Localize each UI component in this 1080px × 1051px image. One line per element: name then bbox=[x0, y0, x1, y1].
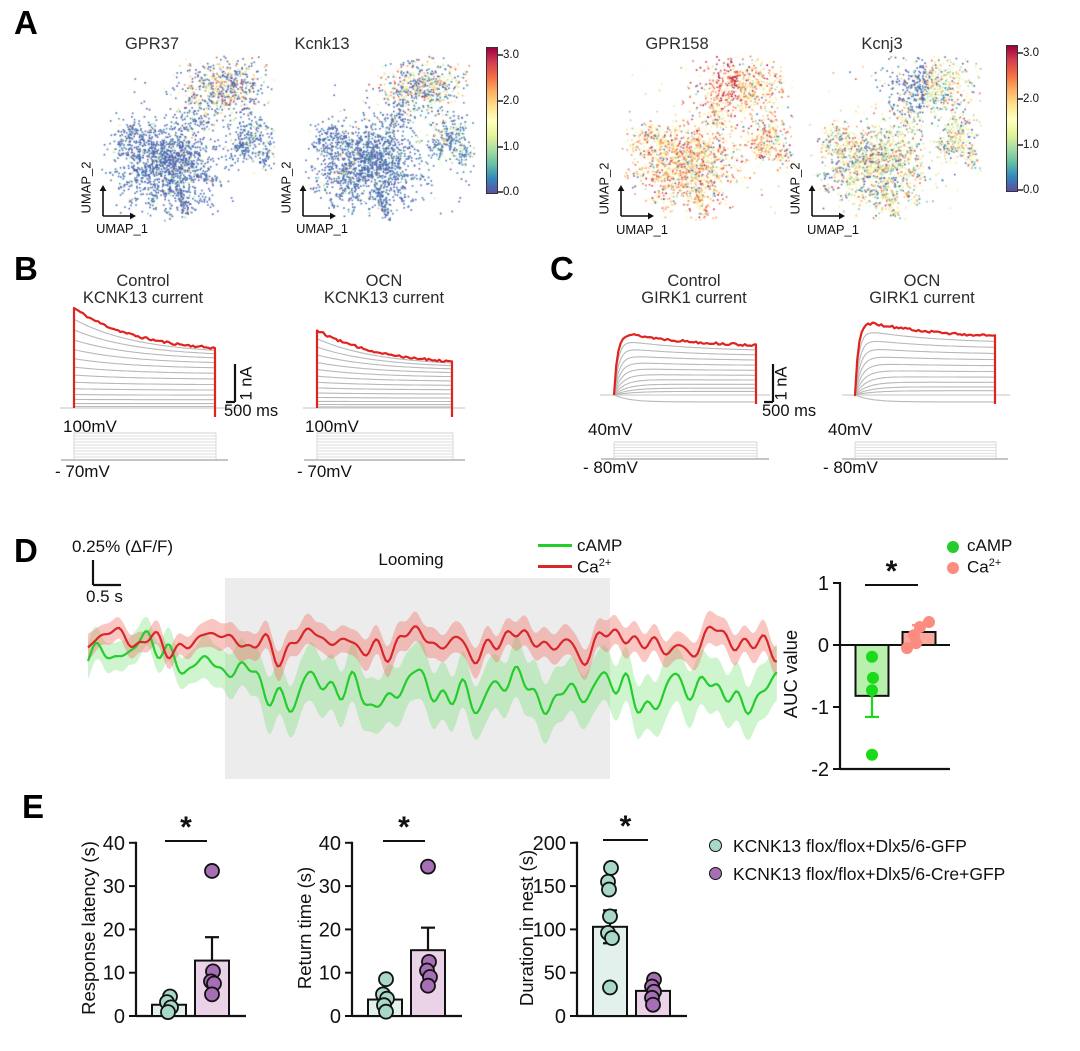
gfp-group-dot bbox=[709, 839, 722, 852]
panel-label-e: E bbox=[22, 788, 45, 825]
colorbar-tick: 1.0 bbox=[503, 141, 519, 153]
umap2-axis-label: UMAP_2 bbox=[278, 161, 294, 214]
looming-label: Looming bbox=[378, 550, 444, 569]
svg-text:*: * bbox=[180, 811, 192, 844]
svg-text:-2: -2 bbox=[811, 759, 829, 781]
umap-title-kcnk13: Kcnk13 bbox=[294, 35, 350, 53]
svg-text:-1: -1 bbox=[811, 697, 829, 719]
scalebar-time-label: 500 ms bbox=[224, 402, 279, 420]
auc-ylabel: AUC value bbox=[780, 629, 801, 719]
panel-label-d: D bbox=[14, 532, 38, 569]
umap-scatter-kcnk13 bbox=[298, 54, 476, 222]
return-time-ylabel: Return time (s) bbox=[294, 866, 315, 990]
gfp-group-label: KCNK13 flox/flox+Dlx5/6-GFP bbox=[733, 836, 967, 856]
umap2-axis-label: UMAP_2 bbox=[787, 162, 803, 215]
time-scale-label: 0.5 s bbox=[86, 587, 123, 606]
ca-legend-label: Ca2+ bbox=[967, 557, 1002, 577]
voltage-bottom-label: - 70mV bbox=[297, 462, 352, 481]
svg-text:100: 100 bbox=[533, 919, 566, 941]
umap-title-gpr37: GPR37 bbox=[124, 35, 180, 53]
colorbar bbox=[1006, 45, 1018, 192]
colorbar-tick: 2.0 bbox=[1023, 93, 1039, 105]
svg-text:40: 40 bbox=[319, 833, 341, 855]
scalebar-time-label: 500 ms bbox=[762, 402, 817, 420]
cre-group-label: KCNK13 flox/flox+Dlx5/6-Cre+GFP bbox=[733, 864, 1006, 884]
voltage-bottom-label: - 70mV bbox=[55, 462, 110, 481]
colorbar-tick: 2.0 bbox=[503, 95, 519, 107]
svg-text:*: * bbox=[398, 811, 410, 844]
colorbar-tick: 3.0 bbox=[1023, 47, 1039, 59]
df-scale-label: 0.25% (ΔF/F) bbox=[72, 537, 174, 556]
umap-title-gpr158: GPR158 bbox=[645, 35, 709, 53]
trace-title-ocn-kcnk13: OCN KCNK13 current bbox=[323, 272, 445, 307]
cre-group-dot bbox=[709, 867, 722, 880]
response-latency-ylabel: Response latency (s) bbox=[78, 841, 99, 1015]
umap-scatter-kcnj3 bbox=[806, 54, 984, 222]
svg-text:20: 20 bbox=[103, 919, 125, 941]
panel-label-a: A bbox=[14, 4, 38, 41]
camp-legend-label: cAMP bbox=[577, 536, 623, 555]
svg-text:30: 30 bbox=[319, 876, 341, 898]
svg-text:20: 20 bbox=[319, 919, 341, 941]
camp-dot-swatch bbox=[947, 541, 959, 553]
trace-title-ocn-girk1: OCN GIRK1 current bbox=[869, 272, 975, 307]
umap-scatter-gpr37 bbox=[98, 54, 276, 222]
svg-text:200: 200 bbox=[533, 833, 566, 855]
voltage-top-label: 40mV bbox=[588, 420, 633, 439]
colorbar-tick: 3.0 bbox=[503, 49, 519, 61]
svg-text:50: 50 bbox=[544, 963, 566, 985]
umap1-axis-label: UMAP_1 bbox=[616, 222, 669, 237]
voltage-top-label: 40mV bbox=[828, 420, 873, 439]
svg-text:40: 40 bbox=[103, 833, 125, 855]
colorbar-tick: 0.0 bbox=[1023, 184, 1039, 196]
voltage-bottom-label: - 80mV bbox=[823, 458, 878, 477]
panel-label-b: B bbox=[14, 250, 38, 287]
svg-text:0: 0 bbox=[114, 1006, 125, 1028]
umap2-axis-label: UMAP_2 bbox=[78, 161, 94, 214]
colorbar-tick: 1.0 bbox=[1023, 139, 1039, 151]
svg-text:10: 10 bbox=[319, 963, 341, 985]
umap-scatter-gpr158 bbox=[616, 54, 794, 222]
voltage-top-label: 100mV bbox=[305, 417, 359, 436]
umap2-axis-label: UMAP_2 bbox=[596, 162, 612, 215]
svg-text:150: 150 bbox=[533, 876, 566, 898]
ca-line-swatch bbox=[538, 565, 572, 568]
ca-dot-swatch bbox=[947, 562, 959, 574]
voltage-bottom-label: - 80mV bbox=[583, 458, 638, 477]
svg-text:1: 1 bbox=[818, 573, 829, 595]
colorbar-tick: 0.0 bbox=[503, 186, 519, 198]
umap1-axis-label: UMAP_1 bbox=[296, 221, 349, 236]
umap1-axis-label: UMAP_1 bbox=[96, 221, 149, 236]
svg-text:*: * bbox=[620, 810, 632, 843]
umap1-axis-label: UMAP_1 bbox=[807, 222, 860, 237]
svg-text:0: 0 bbox=[555, 1006, 566, 1028]
camp-line-swatch bbox=[538, 544, 572, 547]
svg-text:0: 0 bbox=[330, 1006, 341, 1028]
trace-title-control-girk1: Control GIRK1 current bbox=[641, 272, 747, 307]
svg-text:10: 10 bbox=[103, 963, 125, 985]
svg-text:*: * bbox=[886, 555, 898, 588]
svg-text:0: 0 bbox=[818, 635, 829, 657]
duration-nest-ylabel: Duration in nest (s) bbox=[516, 849, 537, 1007]
colorbar bbox=[486, 47, 498, 194]
svg-text:30: 30 bbox=[103, 876, 125, 898]
trace-title-control-kcnk13: Control KCNK13 current bbox=[82, 272, 204, 307]
umap-title-kcnj3: Kcnj3 bbox=[861, 35, 903, 53]
camp-legend-label: cAMP bbox=[967, 536, 1013, 555]
panel-label-c: C bbox=[550, 250, 574, 287]
voltage-top-label: 100mV bbox=[63, 417, 117, 436]
ca-legend-label: Ca2+ bbox=[577, 557, 612, 577]
